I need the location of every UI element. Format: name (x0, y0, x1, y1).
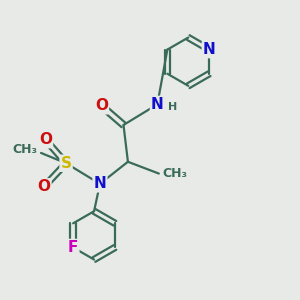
Text: O: O (95, 98, 108, 113)
Text: H: H (168, 102, 177, 112)
Text: F: F (68, 240, 78, 255)
Text: N: N (94, 176, 106, 191)
Text: CH₃: CH₃ (162, 167, 188, 180)
Text: N: N (203, 42, 216, 57)
Text: O: O (39, 132, 52, 147)
Text: S: S (61, 156, 72, 171)
Text: N: N (151, 97, 164, 112)
Text: CH₃: CH₃ (13, 143, 38, 157)
Text: O: O (38, 179, 50, 194)
